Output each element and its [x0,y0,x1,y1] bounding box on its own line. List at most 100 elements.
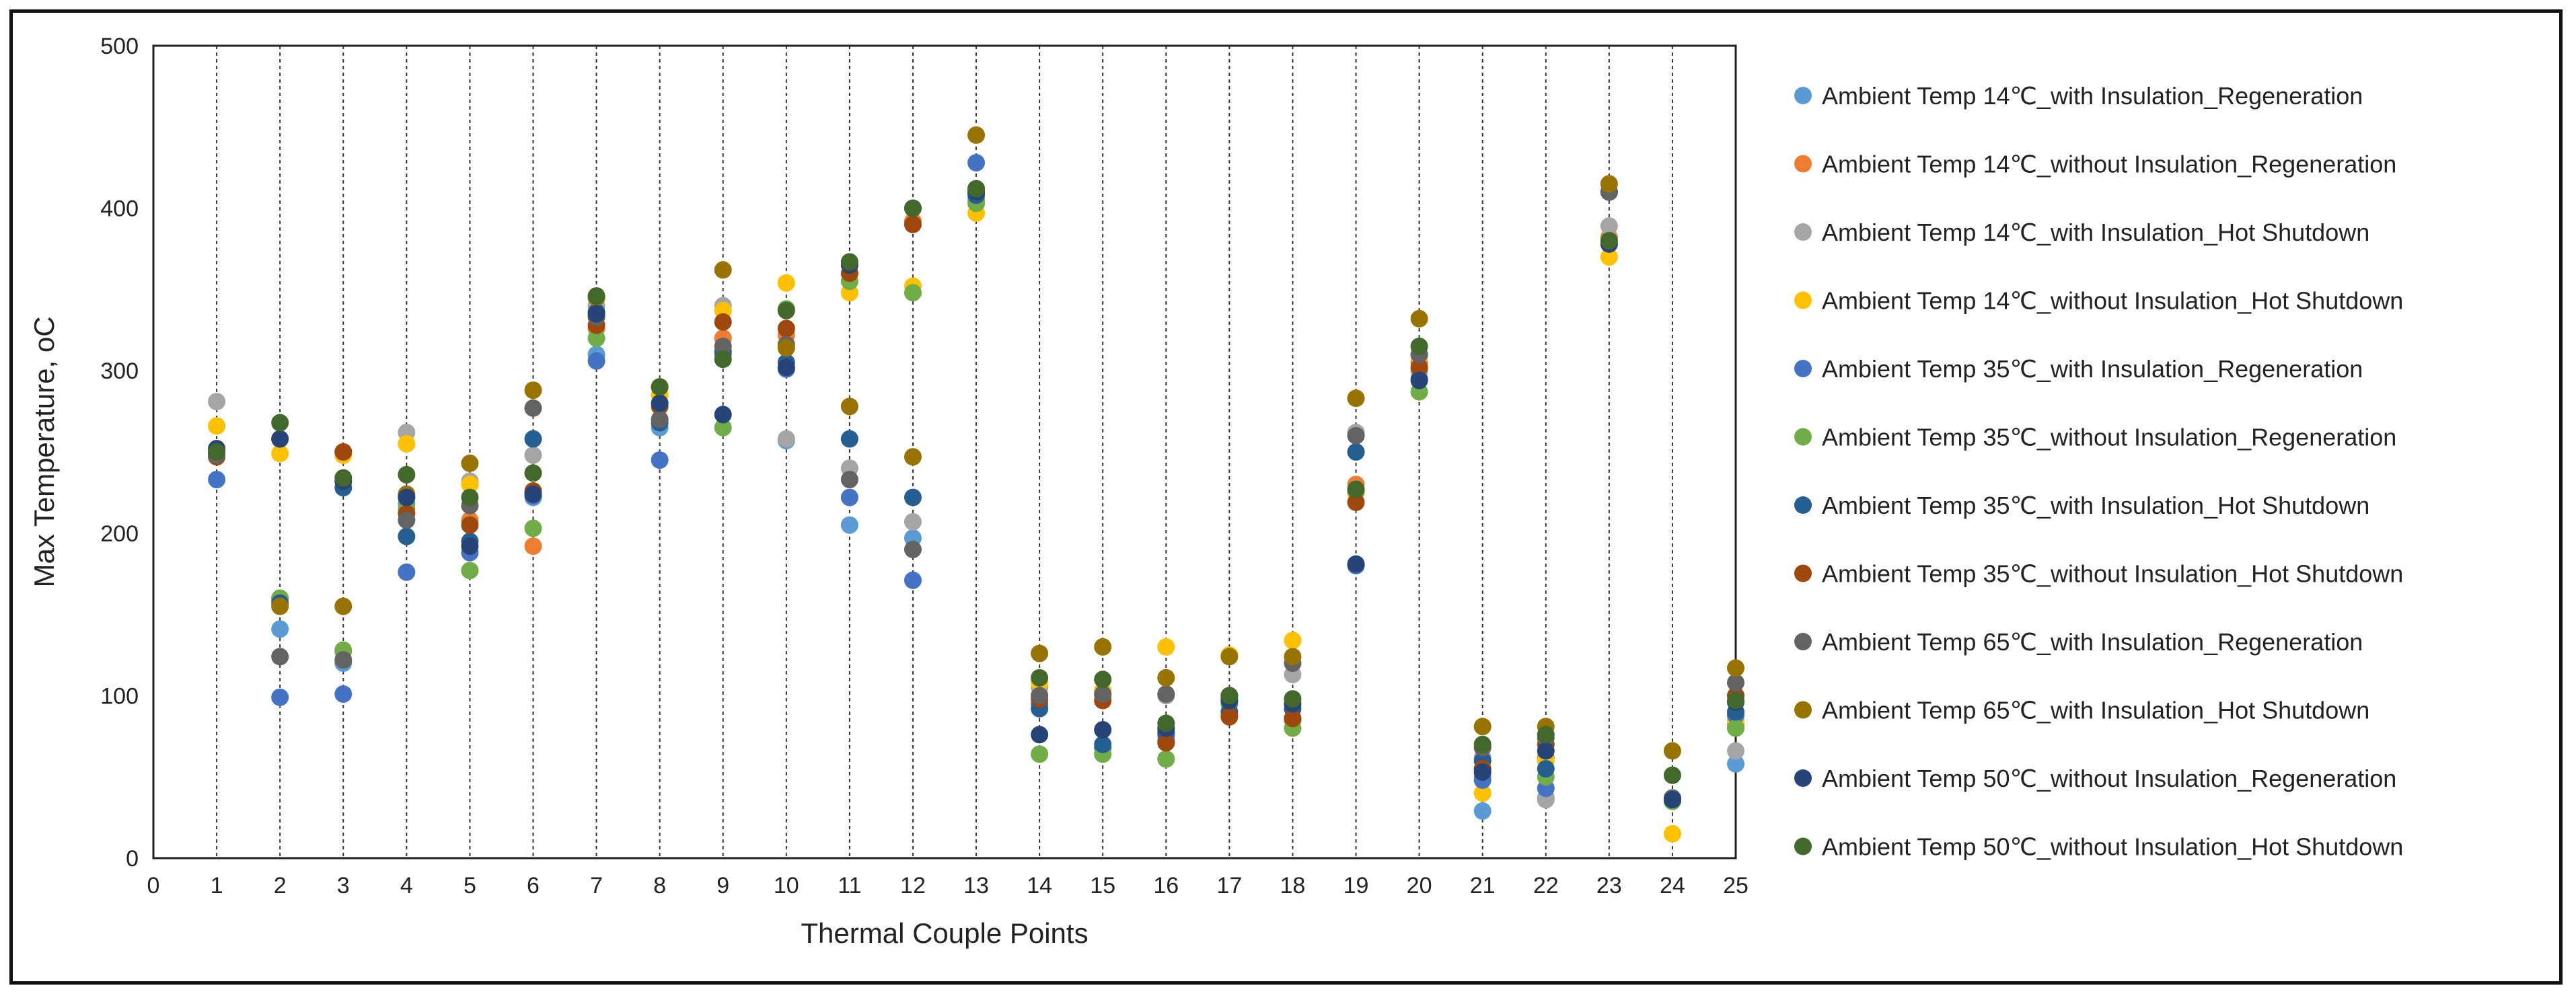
legend-marker [1794,837,1812,855]
axis-ticks: 0 1 2 3 4 5 6 7 8 9 10 11 12 13 14 15 16 17 18 19 20 21 22 23 24… [100,34,1749,899]
chart-frame [9,9,2563,985]
data-point [334,685,353,703]
data-point [398,488,416,506]
x-tick-label: 0 [147,873,160,899]
data-point [1347,389,1365,408]
data-point [904,284,922,302]
data-point [840,516,858,534]
data-point [1410,309,1428,328]
legend-label: Ambient Temp 50℃_without Insulation_Rege… [1822,765,2396,792]
data-point [904,199,922,217]
legend-marker [1794,291,1812,309]
data-point [967,180,986,198]
data-point [398,527,416,545]
x-tick-label: 24 [1660,873,1685,899]
legend-label: Ambient Temp 50℃_without Insulation_Hot … [1822,833,2403,861]
data-point [1094,638,1112,656]
legend-label: Ambient Temp 14℃_without Insulation_Rege… [1822,151,2396,178]
data-point [904,448,922,466]
y-tick-label: 100 [100,683,139,709]
data-point [1473,784,1492,802]
legend-marker [1794,428,1812,446]
data-point [208,393,226,411]
x-tick-label: 4 [400,873,413,899]
legend-marker [1794,223,1812,241]
legend-label: Ambient Temp 65℃_with Insulation_Hot Shu… [1822,697,2369,724]
data-point [1157,685,1175,703]
x-tick-label: 11 [838,873,861,899]
data-point [1031,687,1049,705]
data-point [1031,726,1049,744]
data-point [1031,668,1049,687]
data-point [651,378,669,396]
x-tick-label: 13 [963,873,989,899]
data-point [524,399,542,417]
legend-marker [1794,496,1812,514]
data-point [524,485,542,503]
data-point [271,414,289,432]
legend-label: Ambient Temp 14℃_with Insulation_Hot Shu… [1822,219,2369,246]
legend-marker [1794,769,1812,787]
data-point [1347,480,1365,498]
x-tick-label: 3 [337,873,350,899]
data-point [334,651,353,669]
data-point [587,352,605,370]
data-point [1410,337,1428,355]
data-point [1284,710,1302,728]
data-point [271,688,289,706]
data-point [334,469,353,487]
data-point [714,337,732,355]
data-point [1220,687,1239,705]
legend-label: Ambient Temp 35℃_without Insulation_Rege… [1822,424,2396,451]
data-point [904,540,922,558]
x-tick-label: 17 [1216,873,1242,899]
data-point [1727,755,1744,773]
data-point [1094,671,1112,689]
data-point [271,648,289,666]
data-point [461,454,479,472]
data-point [271,597,289,615]
x-tick-label: 22 [1533,873,1559,899]
data-point [777,301,795,319]
legend-label: Ambient Temp 35℃_with Insulation_Regener… [1822,355,2363,383]
data-point [1347,426,1365,445]
data-point [840,397,858,416]
data-point [524,446,542,464]
y-tick-label: 400 [100,196,139,222]
data-point [1600,175,1618,193]
data-point [398,511,416,529]
x-tick-label: 1 [211,873,223,899]
data-point [1727,691,1744,710]
data-point [1727,719,1744,737]
data-point [1473,763,1492,781]
data-point [1537,742,1555,760]
x-tick-label: 25 [1723,873,1749,899]
x-tick-label: 15 [1090,873,1115,899]
data-point [271,445,289,463]
data-point [1473,735,1492,753]
x-tick-label: 6 [527,873,540,899]
data-point [714,418,732,436]
data-point [1157,668,1175,687]
data-point [524,381,542,399]
data-point [967,153,986,171]
data-point [777,319,795,338]
data-point [1347,555,1365,573]
data-point [1157,734,1175,752]
data-point [1727,674,1744,692]
data-point [461,562,479,580]
data-points [208,126,1744,843]
data-point [1284,632,1302,650]
legend-label: Ambient Temp 35℃_with Insulation_Hot Shu… [1822,492,2369,519]
data-point [1537,726,1555,744]
legend-marker [1794,564,1812,582]
x-tick-label: 14 [1027,873,1052,899]
data-point [587,305,605,323]
data-point [777,430,795,448]
legend-marker [1794,87,1812,104]
data-point [904,571,922,589]
legend-label: Ambient Temp 65℃_with Insulation_Regener… [1822,628,2363,656]
data-point [651,410,669,428]
data-point [651,394,669,412]
